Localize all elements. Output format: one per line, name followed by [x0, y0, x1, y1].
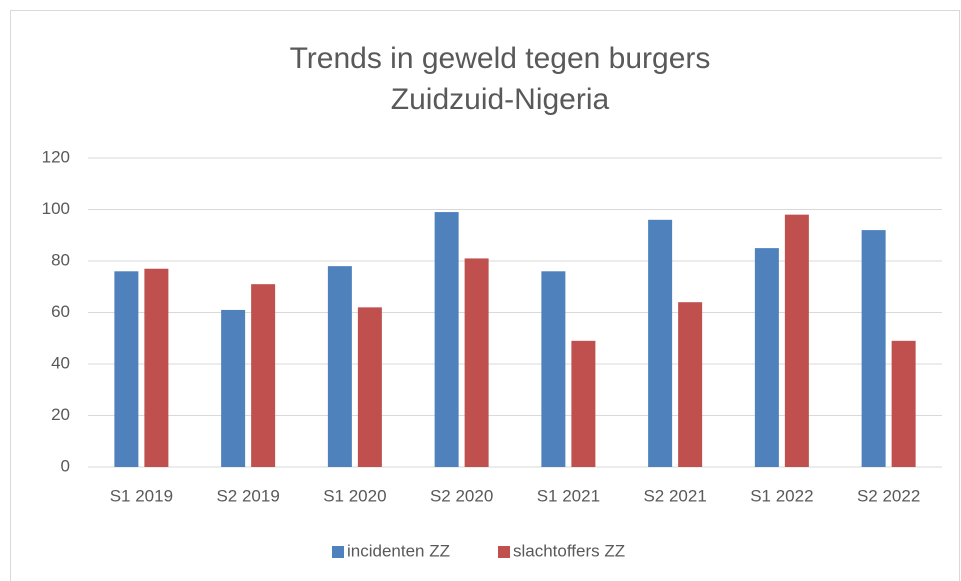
y-tick-label: 0: [61, 456, 70, 475]
bar: [648, 219, 673, 467]
bar: [541, 271, 566, 467]
y-tick-label: 40: [51, 353, 70, 372]
x-tick-label: S1 2020: [323, 486, 386, 505]
y-tick-label: 100: [42, 199, 70, 218]
bar: [754, 248, 779, 467]
bar: [251, 284, 276, 467]
chart-title: Trends in geweld tegen burgers: [290, 42, 711, 75]
x-tick-label: S2 2022: [857, 486, 920, 505]
bar: [357, 307, 382, 467]
bar: [327, 266, 352, 467]
y-tick-label: 120: [42, 147, 70, 166]
legend-swatch: [332, 546, 344, 558]
x-tick-label: S1 2021: [537, 486, 600, 505]
legend-label: slachtoffers ZZ: [513, 541, 625, 560]
bar: [221, 309, 246, 467]
bar: [678, 302, 703, 467]
bar: [784, 214, 809, 467]
bar: [114, 271, 139, 467]
chart-subtitle: Zuidzuid-Nigeria: [391, 83, 610, 116]
legend-swatch: [498, 546, 510, 558]
bar: [891, 340, 916, 467]
bar: [144, 268, 169, 467]
x-tick-label: S2 2020: [430, 486, 493, 505]
y-tick-label: 60: [51, 302, 70, 321]
x-tick-label: S2 2019: [216, 486, 279, 505]
bar: [571, 340, 596, 467]
x-tick-label: S1 2022: [750, 486, 813, 505]
bar: [861, 230, 886, 467]
y-tick-label: 20: [51, 405, 70, 424]
x-tick-label: S2 2021: [643, 486, 706, 505]
legend-label: incidenten ZZ: [347, 541, 450, 560]
x-tick-label: S1 2019: [110, 486, 173, 505]
bar: [434, 212, 459, 467]
bar: [464, 258, 489, 467]
y-tick-label: 80: [51, 250, 70, 269]
